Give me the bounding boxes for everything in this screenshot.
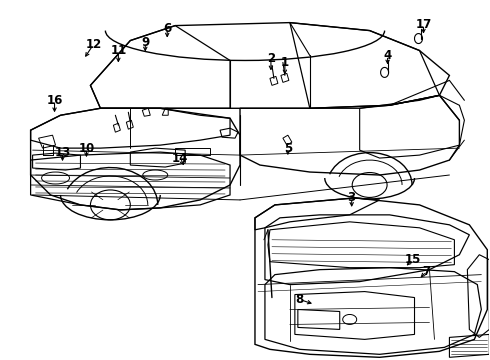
Text: 10: 10 [78,141,95,155]
Text: 3: 3 [347,192,356,204]
Text: 16: 16 [47,94,63,107]
Text: 4: 4 [384,49,392,62]
Text: 5: 5 [284,141,292,155]
Text: 15: 15 [404,253,421,266]
Text: 12: 12 [85,38,101,51]
Text: 2: 2 [267,52,275,65]
Text: 8: 8 [296,293,304,306]
Text: 17: 17 [416,18,432,31]
Text: 7: 7 [422,265,431,278]
Text: 13: 13 [54,145,71,159]
Text: 11: 11 [110,44,126,57]
Text: 9: 9 [141,36,149,49]
Text: 14: 14 [172,152,188,165]
Text: 1: 1 [281,56,289,69]
Text: 6: 6 [163,22,172,35]
